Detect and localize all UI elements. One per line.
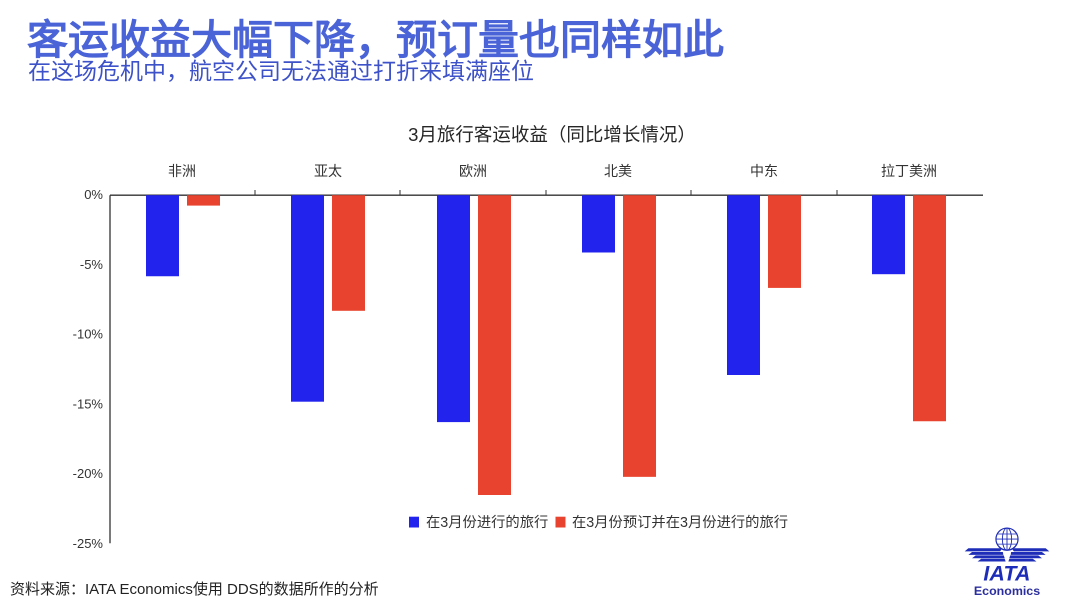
svg-text:北美: 北美 [604, 163, 632, 179]
svg-text:0%: 0% [84, 187, 103, 202]
svg-text:-15%: -15% [73, 396, 104, 411]
svg-text:-25%: -25% [73, 536, 104, 551]
svg-text:拉丁美洲: 拉丁美洲 [881, 163, 937, 179]
svg-text:非洲: 非洲 [168, 163, 196, 179]
svg-text:-10%: -10% [73, 327, 104, 342]
svg-text:Economics: Economics [974, 584, 1040, 598]
svg-text:亚太: 亚太 [314, 163, 342, 179]
svg-text:-20%: -20% [73, 466, 104, 481]
svg-text:IATA: IATA [983, 562, 1030, 585]
svg-text:-5%: -5% [80, 257, 104, 272]
svg-text:欧洲: 欧洲 [459, 163, 487, 179]
svg-text:中东: 中东 [750, 163, 778, 179]
svg-text:在3月份预订并在3月份进行的旅行: 在3月份预订并在3月份进行的旅行 [572, 514, 788, 531]
svg-text:在3月份进行的旅行: 在3月份进行的旅行 [426, 514, 548, 531]
